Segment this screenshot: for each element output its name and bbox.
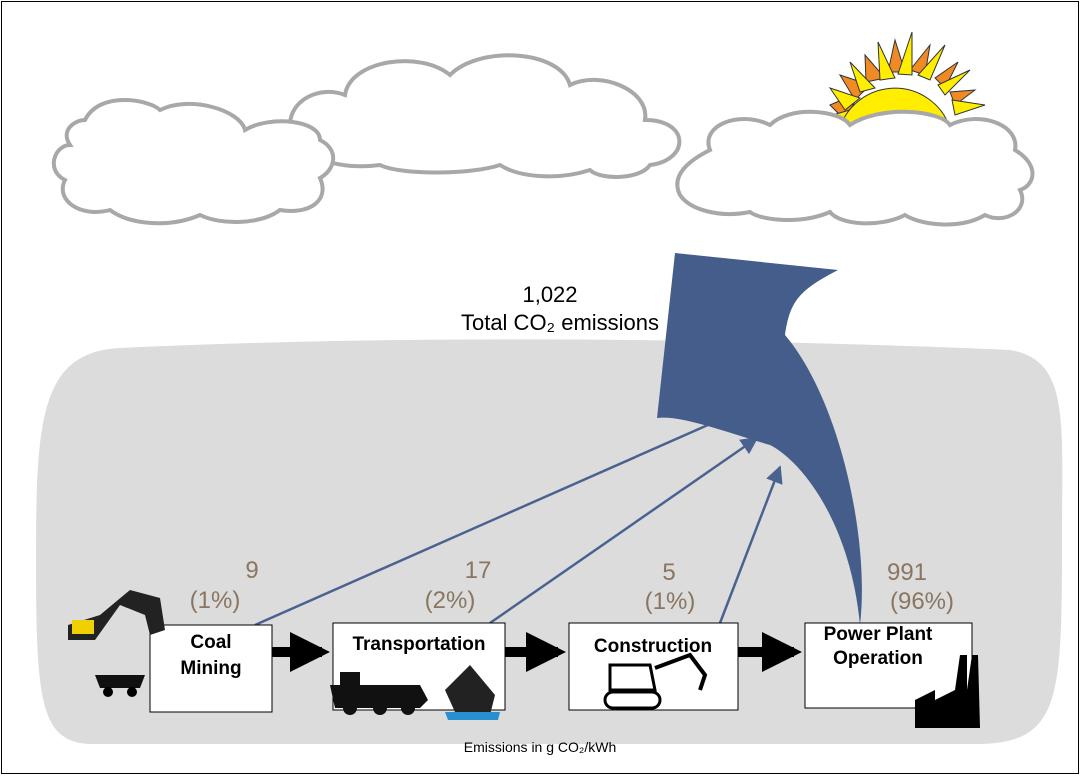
stage-share: (96%): [890, 588, 954, 615]
stage-label: Coal: [190, 632, 231, 653]
units-note: Emissions in g CO₂/kWh: [464, 739, 616, 755]
total-arrow: [657, 253, 862, 625]
stage-value: 991: [887, 559, 927, 586]
clouds: [51, 53, 1035, 227]
stage-share: (1%): [190, 587, 241, 614]
stage-share: (2%): [425, 587, 476, 614]
flow-arrows: [254, 411, 783, 627]
icons: [68, 590, 980, 728]
total-label: Total CO₂ emissions: [461, 310, 659, 335]
stage-label: Construction: [594, 636, 712, 657]
total-value: 1,022: [522, 282, 577, 307]
stage-label: Operation: [833, 648, 923, 669]
stage-share: (1%): [645, 588, 696, 615]
stage-value: 9: [245, 557, 258, 584]
stage-label: Transportation: [352, 634, 485, 655]
stage-label: Power Plant: [824, 624, 933, 645]
stage-value: 17: [465, 557, 492, 584]
stage-label: Mining: [180, 658, 241, 679]
stage-value: 5: [662, 559, 675, 586]
